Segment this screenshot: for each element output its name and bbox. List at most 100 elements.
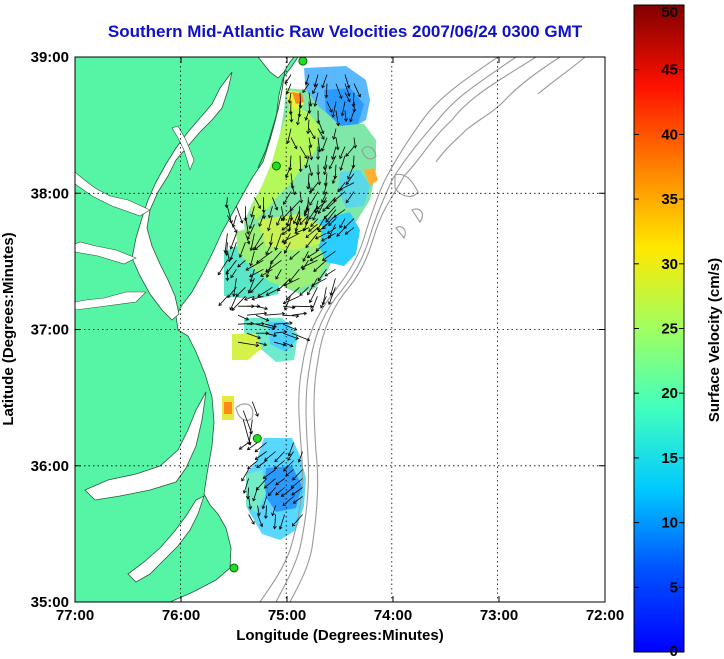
velocity-arrow [218, 296, 228, 307]
velocity-arrow [249, 251, 255, 267]
velocity-arrow [337, 182, 346, 193]
velocity-arrow [291, 311, 308, 316]
velocity-arrow [317, 197, 327, 215]
velocity-arrow [308, 164, 314, 177]
velocity-arrow [231, 215, 237, 228]
velocity-arrow [284, 74, 292, 85]
velocity-arrow [244, 295, 255, 301]
velocity-arrow [249, 233, 255, 252]
velocity-arrow [255, 314, 270, 322]
velocity-arrow [316, 200, 328, 210]
velocity-arrow [335, 110, 340, 127]
velocity-arrow [283, 277, 300, 287]
bay-tributary [171, 125, 195, 171]
velocity-arrow [289, 110, 294, 123]
velocity-arrow [313, 92, 319, 107]
velocity-arrow [304, 155, 310, 169]
velocity-arrow [296, 110, 301, 126]
velocity-patch [364, 168, 378, 186]
velocity-arrow [248, 514, 255, 525]
velocity-arrow [317, 224, 327, 233]
velocity-arrow [327, 224, 336, 239]
y-tick-label: 37:00 [31, 322, 69, 339]
velocity-arrow [324, 268, 336, 277]
velocity-arrow [310, 296, 318, 313]
velocity-arrow [252, 487, 258, 502]
velocity-arrow [328, 287, 336, 305]
colorbar-tick-label: 10 [661, 515, 678, 532]
velocity-arrow [291, 514, 303, 527]
hf-radar-station [298, 57, 308, 66]
velocity-arrow [249, 269, 255, 283]
velocity-arrow [349, 110, 355, 123]
pamlico-sound [84, 391, 207, 501]
velocity-arrow [321, 191, 328, 204]
velocity-arrow [344, 227, 355, 235]
velocity-arrow [287, 442, 294, 457]
velocity-arrow [291, 487, 303, 496]
velocity-arrow [320, 296, 327, 309]
velocity-arrow [309, 191, 319, 206]
velocity-arrow [353, 137, 357, 149]
velocity-arrow [324, 83, 329, 99]
velocity-arrow [245, 233, 251, 245]
velocity-arrow [317, 119, 325, 135]
hf-radar-station [271, 161, 281, 171]
colorbar-tick-label: 25 [661, 321, 678, 338]
colorbar-tick-label: 15 [661, 450, 678, 467]
velocity-arrow [292, 469, 303, 481]
velocity-arrow [335, 137, 340, 151]
velocity-arrow [260, 268, 273, 277]
velocity-arrow [258, 215, 264, 227]
velocity-arrow [255, 323, 276, 331]
velocity-arrow [274, 233, 282, 251]
velocity-arrow [313, 74, 319, 88]
bathymetry-contours [235, 57, 586, 602]
velocity-arrow [325, 209, 337, 223]
velocity-arrow [273, 341, 287, 347]
velocity-arrow [262, 469, 276, 479]
velocity-arrow [285, 83, 292, 95]
velocity-arrow [305, 227, 319, 238]
colorbar-tick-label: 30 [661, 256, 678, 273]
velocity-arrow [263, 478, 276, 489]
velocity-arrow [238, 442, 249, 450]
colorbar-tick-label: 0 [670, 643, 678, 659]
velocity-arrow [326, 227, 337, 234]
velocity-patch [292, 92, 304, 104]
colorbar-tick-label: 35 [661, 191, 678, 208]
velocity-arrow [237, 321, 254, 326]
velocity-arrow [323, 164, 328, 176]
velocity-arrow [345, 146, 355, 157]
velocity-arrow [257, 514, 264, 528]
velocity-arrow [264, 451, 276, 461]
velocity-arrows [217, 74, 361, 530]
colorbar-tick-label: 20 [661, 385, 678, 402]
velocity-arrow [282, 332, 299, 340]
velocity-arrow [278, 514, 285, 530]
velocity-arrow [329, 278, 336, 296]
velocity-arrow [285, 287, 300, 301]
pamlico-sound [127, 495, 205, 583]
velocity-arrow [283, 460, 294, 472]
velocity-arrow [328, 218, 337, 227]
velocity-arrow [317, 137, 322, 153]
velocity-arrow [304, 110, 310, 121]
velocity-arrow [344, 74, 351, 89]
velocity-arrow [345, 173, 355, 186]
x-tick-label: 77:00 [56, 607, 94, 624]
velocity-arrow [238, 242, 246, 258]
velocity-arrow [291, 304, 314, 309]
velocity-arrow [242, 478, 249, 494]
colorbar-tick-label: 45 [661, 62, 678, 79]
velocity-arrow [257, 286, 273, 297]
velocity-arrow [331, 146, 337, 160]
velocity-arrow [251, 401, 259, 417]
velocity-arrow [339, 218, 346, 229]
velocity-arrow [232, 278, 237, 298]
velocity-arrow [335, 83, 343, 100]
velocity-arrow [229, 233, 237, 250]
hf-radar-station [229, 563, 239, 573]
y-tick-label: 35:00 [31, 594, 69, 611]
velocity-arrow [227, 215, 238, 234]
